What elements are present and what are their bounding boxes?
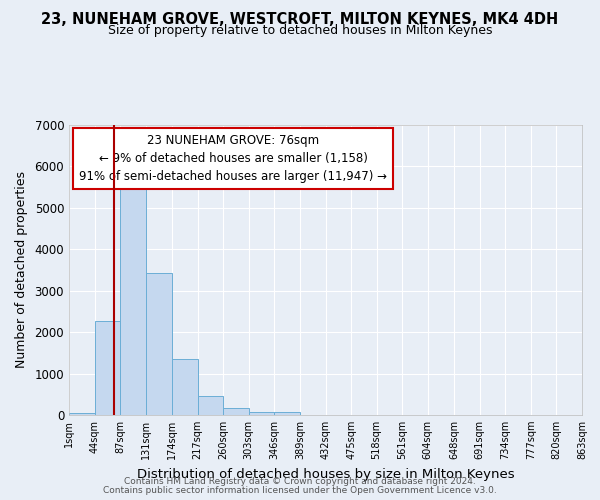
Y-axis label: Number of detached properties: Number of detached properties	[14, 172, 28, 368]
Bar	[274, 412, 300, 415]
Text: Contains HM Land Registry data © Crown copyright and database right 2024.: Contains HM Land Registry data © Crown c…	[124, 477, 476, 486]
Bar	[172, 360, 197, 415]
Text: 23 NUNEHAM GROVE: 76sqm
← 9% of detached houses are smaller (1,158)
91% of semi-: 23 NUNEHAM GROVE: 76sqm ← 9% of detached…	[79, 134, 387, 182]
X-axis label: Distribution of detached houses by size in Milton Keynes: Distribution of detached houses by size …	[137, 468, 514, 480]
Bar	[69, 412, 95, 415]
Text: 23, NUNEHAM GROVE, WESTCROFT, MILTON KEYNES, MK4 4DH: 23, NUNEHAM GROVE, WESTCROFT, MILTON KEY…	[41, 12, 559, 28]
Bar	[120, 189, 146, 415]
Bar	[249, 412, 274, 415]
Bar	[197, 396, 223, 415]
Bar	[146, 274, 172, 415]
Bar	[223, 408, 249, 415]
Text: Size of property relative to detached houses in Milton Keynes: Size of property relative to detached ho…	[108, 24, 492, 37]
Text: Contains public sector information licensed under the Open Government Licence v3: Contains public sector information licen…	[103, 486, 497, 495]
Bar	[95, 321, 120, 415]
